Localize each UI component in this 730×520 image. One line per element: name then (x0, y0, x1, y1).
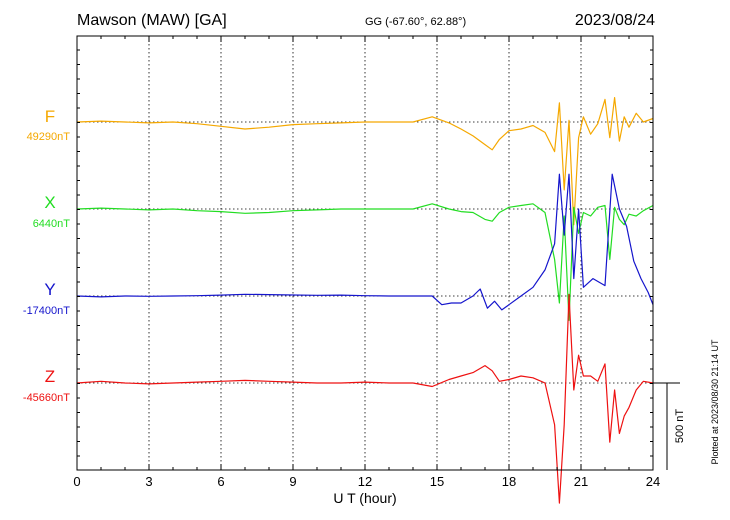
series-baseline-z: -45660nT (23, 392, 70, 404)
x-tick-label: 15 (430, 474, 444, 489)
minor-ticks (76, 36, 654, 470)
series-baseline-y: -17400nT (23, 305, 70, 317)
series-line-z (76, 293, 654, 504)
scale-bar: 500 nT (653, 382, 686, 470)
geographic-coordinates: GG (-67.60°, 62.88°) (365, 16, 466, 28)
x-tick-label: 24 (646, 474, 660, 489)
series-line-x (76, 203, 654, 321)
x-tick-label: 9 (289, 474, 296, 489)
x-tick-label: 12 (358, 474, 372, 489)
series-name-z: Z (45, 367, 55, 386)
x-axis-label: U T (hour) (333, 490, 396, 506)
series-line-y (76, 173, 654, 311)
x-tick-label: 3 (145, 474, 152, 489)
observation-date: 2023/08/24 (575, 12, 655, 29)
series-name-y: Y (44, 280, 55, 299)
series-name-f: F (45, 107, 55, 126)
x-tick-label: 21 (574, 474, 588, 489)
station-title: Mawson (MAW) [GA] (77, 12, 227, 29)
x-tick-label: 6 (217, 474, 224, 489)
series-name-x: X (44, 193, 55, 212)
grid-lines (148, 36, 582, 470)
x-tick-label: 18 (502, 474, 516, 489)
scale-bar-label: 500 nT (674, 409, 686, 444)
series-layer: F 49290nT X 6440nT Y -17400nT Z -45660nT (23, 97, 654, 504)
x-tick-label: 0 (73, 474, 80, 489)
series-baseline-f: 49290nT (27, 131, 71, 143)
plotted-timestamp: Plotted at 2023/08/30 21:14 UT (710, 339, 720, 465)
series-line-f (76, 97, 654, 226)
series-baseline-x: 6440nT (33, 218, 71, 230)
x-tick-labels: 0 3 6 9 12 15 18 21 24 (73, 474, 660, 489)
